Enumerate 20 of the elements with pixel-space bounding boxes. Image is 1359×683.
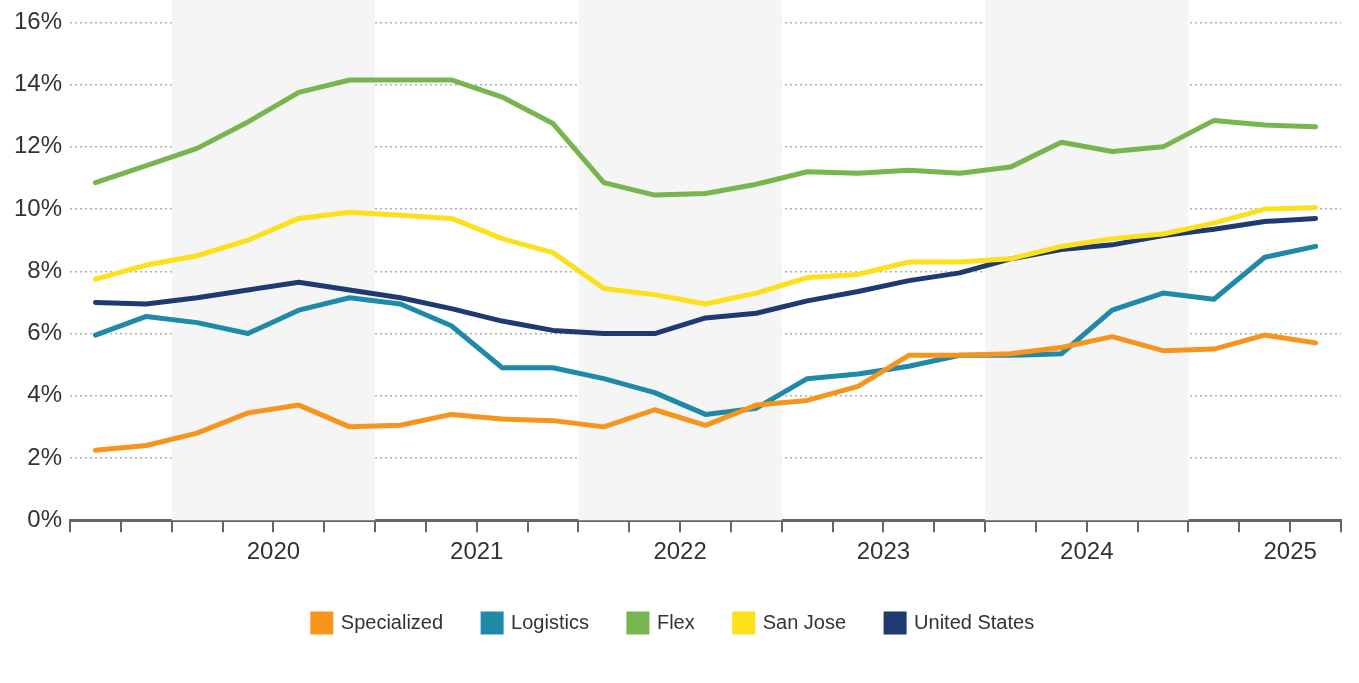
y-tick-label: 2%: [27, 442, 63, 470]
y-tick-label: 6%: [27, 318, 63, 346]
x-tick-label: 2021: [450, 537, 504, 565]
y-tick-label: 16%: [13, 7, 63, 35]
legend-label: Specialized: [340, 610, 444, 633]
y-tick-label: 12%: [13, 131, 63, 159]
x-tick-label: 2022: [653, 537, 707, 565]
y-tick-label: 8%: [27, 255, 63, 283]
x-tick-label: 2020: [246, 537, 301, 565]
y-tick-label: 14%: [13, 69, 63, 97]
x-tick-label: 2025: [1263, 537, 1317, 565]
x-tick-label: 2023: [856, 537, 911, 565]
legend-label: United States: [914, 610, 1035, 633]
legend-label: Logistics: [511, 610, 589, 633]
legend-label: San Jose: [762, 610, 847, 633]
y-tick-label: 4%: [27, 380, 63, 408]
y-tick-label: 0%: [27, 504, 63, 532]
x-tick-label: 2024: [1060, 537, 1114, 565]
legend-label: Flex: [656, 610, 695, 633]
y-tick-label: 10%: [13, 193, 63, 221]
